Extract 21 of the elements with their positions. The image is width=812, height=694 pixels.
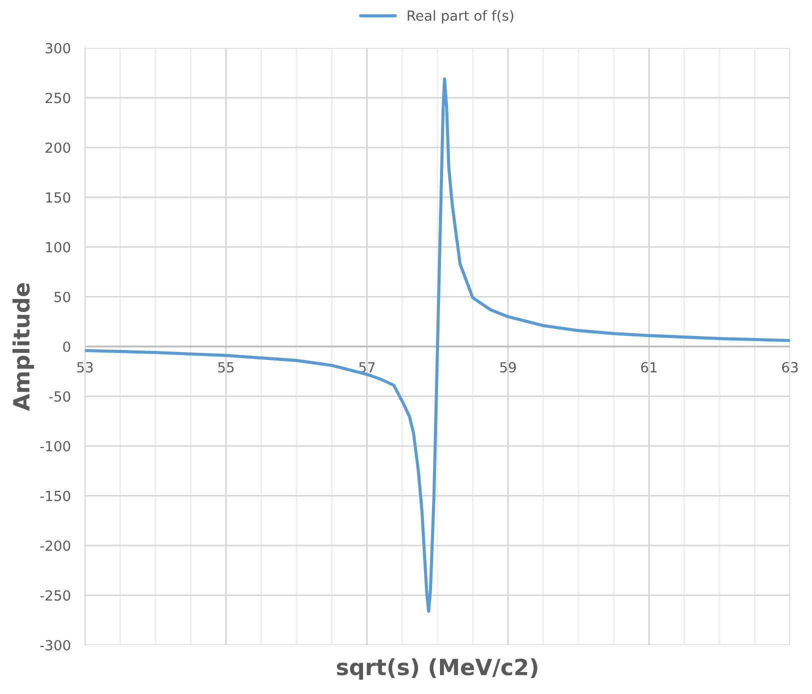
- y-tick-label: 200: [46, 142, 70, 153]
- x-tick-label: 59: [500, 362, 516, 373]
- y-tick-label: 150: [46, 192, 70, 203]
- y-tick-label: -250: [40, 590, 70, 601]
- x-tick-label: 53: [77, 362, 93, 373]
- y-tick-label: 50: [54, 292, 70, 302]
- y-tick-label: -50: [49, 391, 70, 402]
- y-tick-label: 250: [46, 92, 70, 104]
- y-tick-label: 100: [46, 242, 70, 252]
- y-tick-label: -150: [40, 490, 70, 502]
- y-tick-label: -100: [40, 440, 70, 452]
- legend-label: Real part of f(s): [408, 10, 514, 24]
- x-tick-label: 63: [782, 362, 798, 373]
- y-tick-label: -200: [40, 540, 70, 551]
- y-tick-label: 300: [46, 42, 70, 54]
- y-tick-label: -300: [40, 640, 70, 650]
- y-axis-title: Amplitude: [12, 283, 34, 411]
- x-tick-label: 55: [218, 362, 234, 373]
- y-tick-label: 0: [63, 341, 70, 352]
- x-axis-title: sqrt(s) (MeV/c2): [336, 658, 538, 680]
- x-tick-label: 61: [641, 362, 657, 373]
